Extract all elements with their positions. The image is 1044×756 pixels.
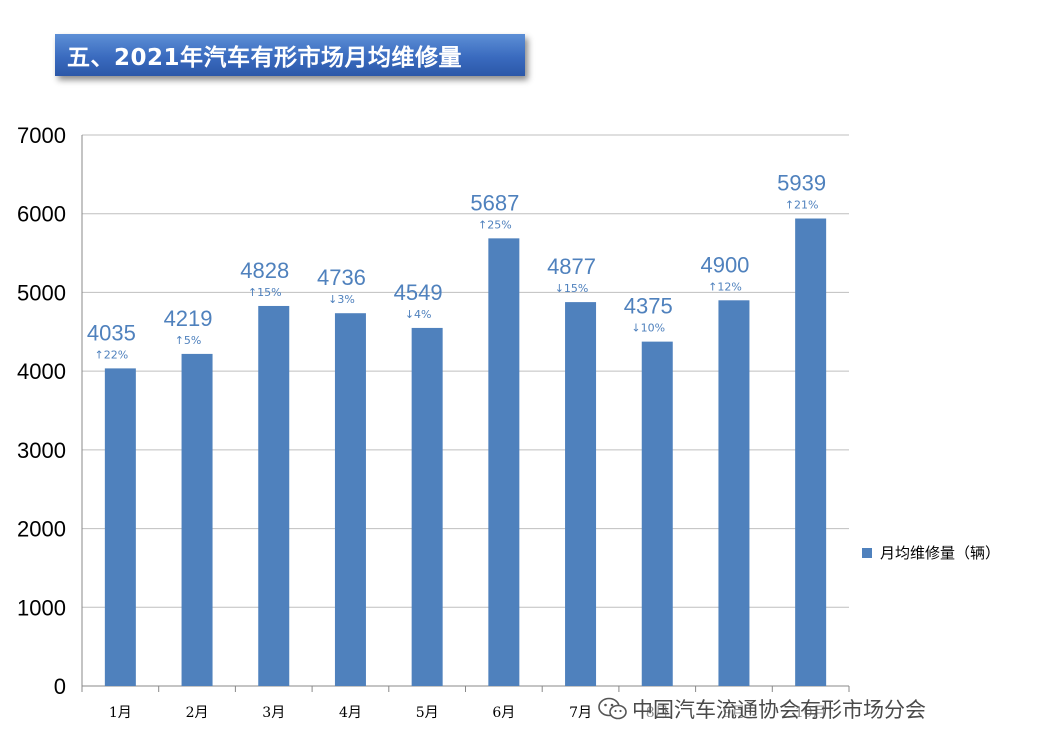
bar [641, 341, 673, 686]
data-label: 4549 [394, 280, 443, 305]
change-label: ↓3% [328, 293, 355, 306]
data-label: 4375 [624, 294, 673, 319]
bar [258, 305, 290, 686]
data-label: 4736 [317, 265, 366, 290]
y-tick-label: 5000 [17, 280, 66, 305]
bar [565, 302, 597, 686]
wechat-icon [598, 697, 627, 720]
y-tick-label: 7000 [17, 123, 66, 148]
x-tick-label: 5月 [416, 705, 439, 721]
data-label: 4035 [87, 320, 136, 345]
y-tick-label: 6000 [17, 202, 66, 227]
data-label: 4877 [547, 254, 596, 279]
bar [334, 313, 366, 686]
change-label: ↓4% [405, 308, 432, 321]
bar [718, 300, 750, 686]
x-tick-label: 3月 [262, 705, 285, 721]
legend: 月均维修量（辆） [862, 542, 1000, 563]
y-tick-label: 1000 [17, 595, 66, 620]
change-label: ↑12% [708, 280, 742, 293]
bar [488, 238, 520, 686]
change-label: ↑22% [95, 348, 129, 361]
change-label: ↑25% [478, 218, 512, 231]
y-tick-label: 0 [54, 674, 66, 699]
watermark-text: 中国汽车流通协会有形市场分会 [632, 698, 926, 722]
bar [795, 218, 827, 686]
bar [104, 368, 136, 686]
x-tick-label: 4月 [339, 705, 362, 721]
change-label: ↑15% [248, 286, 282, 299]
bar [411, 327, 443, 686]
change-label: ↓15% [555, 282, 589, 295]
watermark: 中国汽车流通协会有形市场分会 [598, 694, 926, 724]
legend-label: 月均维修量（辆） [880, 544, 1001, 562]
data-label: 4828 [240, 258, 289, 283]
data-label: 5939 [777, 171, 826, 196]
change-label: ↑21% [785, 199, 819, 212]
y-tick-label: 2000 [17, 517, 66, 542]
bar [181, 353, 213, 686]
change-label: ↑5% [175, 334, 202, 347]
change-label: ↓10% [631, 322, 665, 335]
y-tick-label: 4000 [17, 359, 66, 384]
legend-swatch [862, 547, 872, 558]
data-label: 4219 [164, 306, 213, 331]
y-tick-label: 3000 [17, 438, 66, 463]
chart-title: 五、2021年汽车有形市场月均维修量 [67, 45, 463, 71]
title-banner: 五、2021年汽车有形市场月均维修量 [55, 34, 525, 76]
x-tick-label: 7月 [569, 705, 592, 721]
data-label: 5687 [470, 190, 519, 215]
data-label: 4900 [700, 252, 749, 277]
x-tick-label: 2月 [186, 705, 209, 721]
x-tick-label: 1月 [109, 705, 132, 721]
x-tick-label: 6月 [492, 705, 515, 721]
